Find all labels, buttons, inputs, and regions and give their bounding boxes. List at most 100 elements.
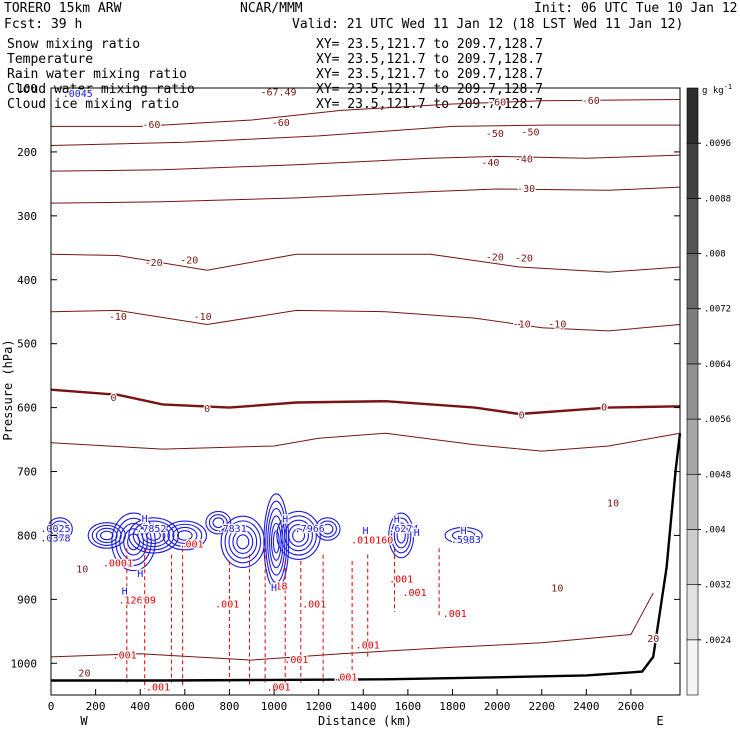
colorbar-segment [686,87,699,144]
x-tick-label: 1800 [439,700,466,713]
colorbar-tick-label: .008 [704,250,726,260]
colorbar-tick-label: .0064 [704,360,731,370]
center-label: NCAR/MMM [240,1,303,16]
cloud-water-cell-ring [141,526,166,544]
contour-labels: -67.49-60 -60-60 -60-50 -50-40 -40-30-20 -20-… [39,86,660,695]
cloud-water-cell-ring [208,514,228,532]
y-tick-label: 500 [17,338,37,351]
cloud-water-cell-ring [272,530,280,554]
west-endpoint-label: W [80,714,88,728]
cloud-water-cell-ring [321,523,334,535]
rain-water-label: .001 [302,599,326,610]
forecast-hour: Fcst: 39 h [4,17,82,32]
x-tick-label: 2200 [528,700,555,713]
cloud-water-cell-ring [280,515,317,556]
colorbar-tick-label: .0096 [704,139,731,149]
rain-water-label: .001 [146,683,170,694]
cloud-water-cell-ring [146,530,161,541]
y-tick-label: 1000 [11,657,38,670]
x-tick-label: 2400 [573,700,600,713]
east-endpoint-label: E [656,714,663,728]
temperature-contour-label: 0 [601,403,607,414]
temperature-contour-label: -20 [486,252,504,263]
colorbar-segment [686,473,699,530]
rain-water-label: .001 [266,683,290,694]
temperature-contour-label: -60 [142,120,160,131]
temperature-contour-label: -50 [522,128,540,139]
cloud-water-cell-ring [224,520,262,564]
x-tick-label: 200 [86,700,106,713]
temperature-contour-label: -60 [488,98,506,109]
x-tick-label: 0 [48,700,55,713]
temperature-contour-label: -60 [272,118,290,129]
temperature-contour-label: -10 [194,312,212,323]
y-axis-title: Pressure (hPa) [1,339,15,440]
cloud-water-cell-ring [167,523,203,548]
field-rain-xy: XY= 23.5,121.7 to 209.7,128.7 [316,67,543,82]
temperature-contour-label: 0 [204,404,210,415]
terrain-line [51,433,682,682]
high-marker: H [362,526,368,537]
cloud-water-cell-ring [314,517,341,541]
cloud-water-cell-ring [91,524,122,546]
rain-water-label: .001 [215,599,239,610]
cloud-water-cell-ring [269,515,284,569]
x-tick-label: 400 [130,700,150,713]
cloud-water-cell-ring [177,530,193,541]
rain-water-label: .001 [356,640,380,651]
temperature-contour-m20 [50,253,681,273]
temperature-contour-label: 0 [519,410,525,421]
colorbar-segment [686,529,699,585]
x-tick-label: 2000 [484,700,511,713]
temperature-contour-10 [50,432,681,452]
high-marker: H [461,526,467,537]
x-tick-label: 1000 [261,700,288,713]
high-marker: H [282,514,288,525]
x-tick-label: 1600 [395,700,422,713]
rain-water-label: .0001 [103,559,133,570]
cloud-water-cell-ring [288,523,309,547]
temperature-contour-label: -67.49 [260,87,296,98]
field-rain-label: Rain water mixing ratio [7,67,187,82]
cloud-water-cell-ring [137,523,170,548]
temperature-contour-20 [50,592,654,661]
rain-water-label: .18 [269,582,287,593]
high-marker: H [414,528,420,539]
cloud-water-cell-ring [220,515,266,568]
cloud-water-label: .7831 [217,524,247,535]
temperature-contour-label: -50 [486,129,504,140]
colorbar-segment [686,253,699,310]
cloud-water-cell-ring [95,527,118,544]
x-axis-title: Distance (km) [318,714,412,728]
temperature-contour-label: -20 [145,258,163,269]
cloud-water-cell-ring [132,520,175,551]
x-tick-label: 1400 [350,700,377,713]
temperature-contour-m60 [51,99,681,127]
rain-water-label: .001 [403,588,427,599]
cloud-water-cell-ring [162,520,208,551]
colorbar: .0096 .0088 .008 .0072 .0064 .0056 .0048 .004 .0… [686,87,731,696]
field-cloudwater-xy: XY= 23.5,121.7 to 209.7,128.7 [316,82,543,97]
temperature-contour-label: 20 [78,669,90,680]
cloud-water-label: .0025 [40,524,70,535]
colorbar-tick-label: .0048 [704,470,731,480]
temperature-contour-label: -40 [515,155,533,166]
cloud-water-cell-ring [265,500,288,583]
cloud-water-cell-ring [388,512,415,559]
cloud-water-label: .0378 [40,534,70,545]
colorbar-tick-label: .0072 [704,305,731,315]
cloud-water-cell-ring [205,510,232,535]
cloud-water-cell-ring [228,524,258,559]
colorbar-segment [686,639,699,696]
temperature-contour-m30 [50,186,681,204]
colorbar-segment [686,418,699,475]
high-marker: H [271,583,277,594]
temperature-contours [50,99,681,661]
cloud-water-cell-ring [111,512,156,572]
cloud-water-cell-ring [276,510,321,560]
temperature-contour-label: -10 [513,320,531,331]
temperature-contour-label: -20 [515,254,533,265]
terrain-surface-line [51,433,682,682]
cloud-water-cell-ring [172,526,198,544]
